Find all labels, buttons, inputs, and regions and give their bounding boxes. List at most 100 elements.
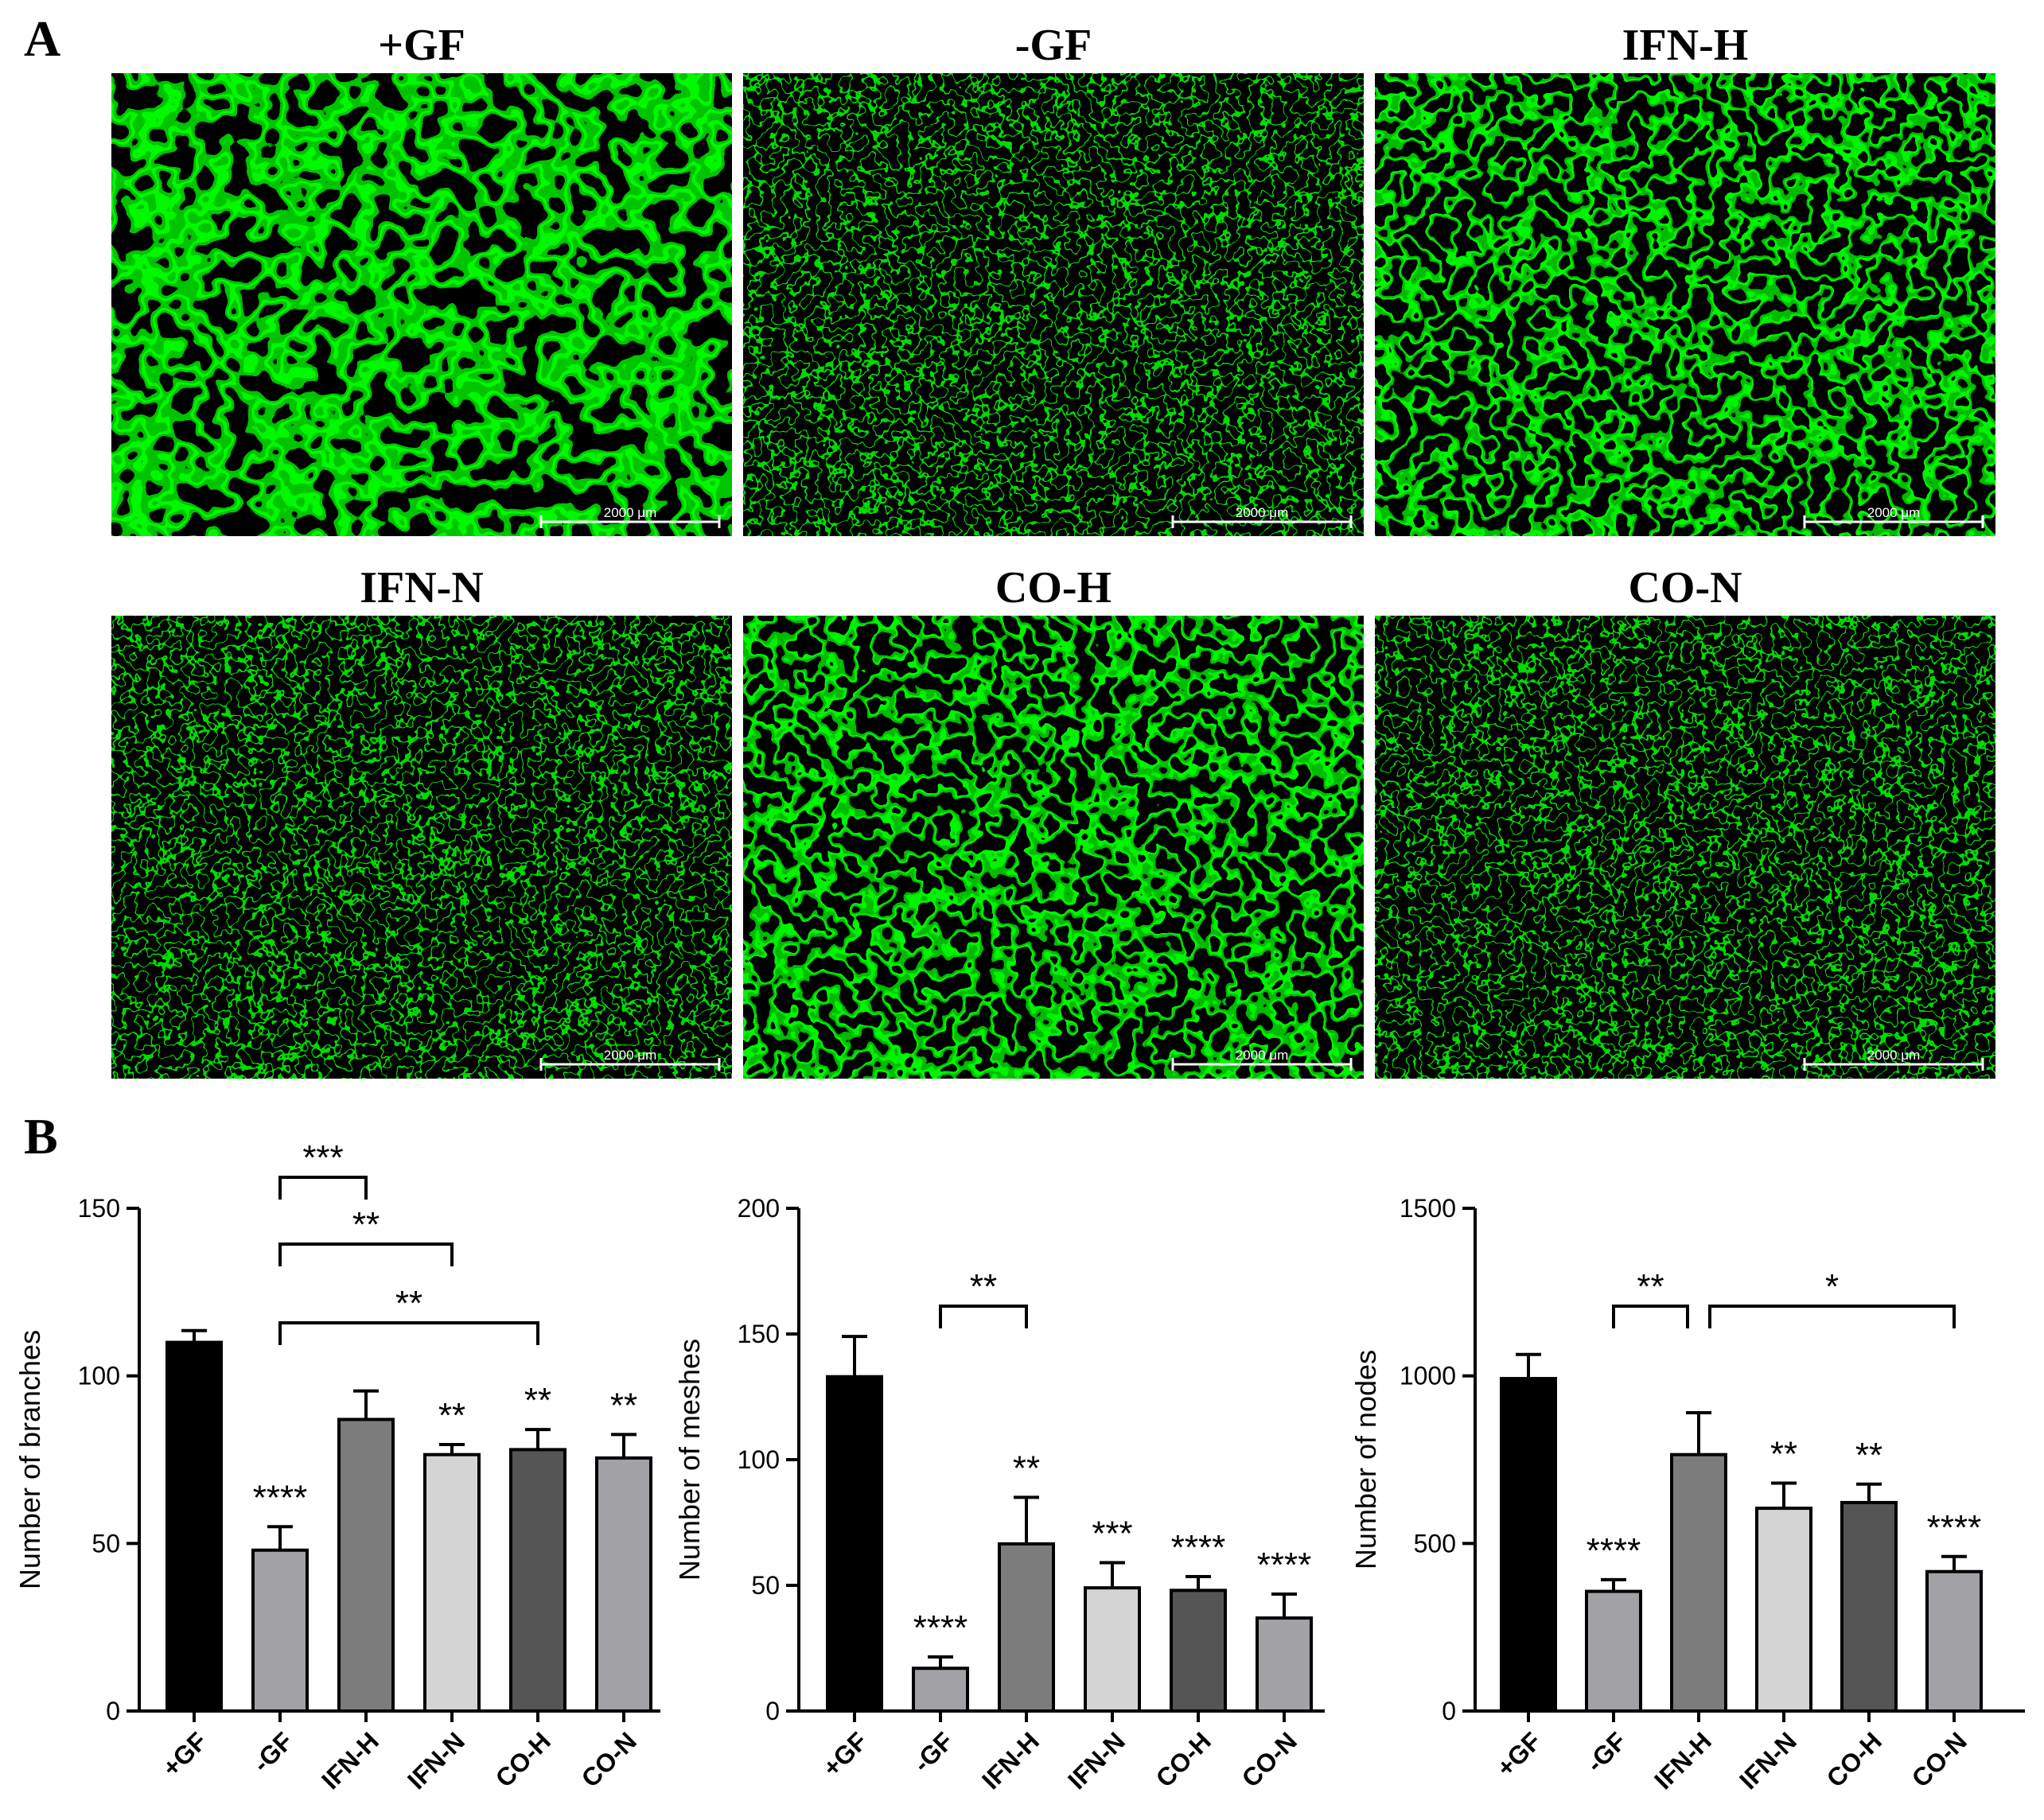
bar bbox=[1084, 1586, 1141, 1713]
micrograph-image bbox=[111, 616, 732, 1079]
x-tick-label: IFN-H bbox=[316, 1726, 384, 1795]
significance-stars: **** bbox=[1927, 1508, 1982, 1547]
significance-stars: ** bbox=[610, 1386, 637, 1425]
bar bbox=[998, 1542, 1055, 1713]
micrograph-panel: CO-N 2000 μm bbox=[1375, 563, 1995, 1079]
micrograph-grid: +GF 2000 μm -GF 2000 μm IFN-H 2000 μm IFN-N 200… bbox=[111, 21, 1995, 1079]
micrograph-title: +GF bbox=[378, 21, 465, 70]
x-tick-label: +GF bbox=[817, 1726, 873, 1782]
significance-stars: **** bbox=[913, 1608, 968, 1647]
scale-bar-label: 2000 μm bbox=[1867, 505, 1921, 520]
bar bbox=[1670, 1452, 1727, 1713]
comparison-stars: ** bbox=[970, 1267, 997, 1306]
significance-stars: ** bbox=[1855, 1436, 1882, 1475]
significance-stars: **** bbox=[1587, 1531, 1641, 1570]
x-tick-label: CO-N bbox=[576, 1726, 642, 1792]
significance-stars: ** bbox=[1013, 1449, 1040, 1488]
scale-bar-label: 2000 μm bbox=[1236, 505, 1289, 520]
bar bbox=[1585, 1589, 1642, 1713]
significance-stars: ** bbox=[524, 1381, 551, 1420]
bar bbox=[595, 1456, 652, 1713]
micrograph-panel: IFN-N 2000 μm bbox=[111, 563, 732, 1079]
micrograph-image bbox=[1375, 73, 1995, 536]
y-tick-label: 150 bbox=[738, 1320, 780, 1348]
x-tick-label: -GF bbox=[1581, 1726, 1632, 1777]
micrograph-title: -GF bbox=[1015, 21, 1092, 70]
comparison-stars: *** bbox=[302, 1138, 343, 1177]
comparison-stars: ** bbox=[395, 1284, 422, 1323]
micrograph-title: CO-H bbox=[995, 563, 1112, 612]
scale-bar-label: 2000 μm bbox=[1867, 1048, 1921, 1063]
x-tick-label: IFN-H bbox=[976, 1726, 1045, 1795]
micrograph-image bbox=[111, 73, 732, 536]
x-tick-label: CO-H bbox=[1150, 1726, 1217, 1792]
x-tick-label: IFN-N bbox=[1062, 1726, 1131, 1795]
micrograph-panel: CO-H 2000 μm bbox=[743, 563, 1364, 1079]
comparison-stars: ** bbox=[352, 1205, 380, 1244]
micrograph-panel: +GF 2000 μm bbox=[111, 21, 732, 536]
comparison-bracket bbox=[939, 1305, 1028, 1328]
bar bbox=[1500, 1377, 1557, 1713]
micrograph-title: CO-N bbox=[1628, 563, 1742, 612]
bar bbox=[509, 1448, 566, 1713]
y-tick-label: 50 bbox=[91, 1529, 120, 1558]
x-tick-label: -GF bbox=[247, 1726, 298, 1777]
micrograph-panel: IFN-H 2000 μm bbox=[1375, 21, 1995, 536]
x-tick-label: IFN-N bbox=[1734, 1726, 1802, 1795]
y-tick-label: 500 bbox=[1414, 1529, 1456, 1558]
y-tick-label: 150 bbox=[78, 1194, 120, 1223]
comparison-bracket bbox=[1708, 1305, 1956, 1328]
comparison-stars: ** bbox=[1637, 1267, 1664, 1306]
scale-bar-label: 2000 μm bbox=[1236, 1048, 1289, 1063]
y-tick-label: 0 bbox=[1442, 1697, 1456, 1725]
x-tick-label: CO-N bbox=[1906, 1726, 1972, 1792]
micrograph-image bbox=[743, 616, 1364, 1079]
micrograph-title: IFN-H bbox=[1622, 21, 1749, 70]
bar bbox=[912, 1666, 969, 1713]
x-tick-label: -GF bbox=[908, 1726, 959, 1777]
bar bbox=[251, 1548, 309, 1713]
y-tick-label: 100 bbox=[738, 1445, 780, 1474]
scale-bar-label: 2000 μm bbox=[604, 1048, 657, 1063]
x-tick-label: CO-N bbox=[1236, 1726, 1302, 1792]
y-tick-label: 1000 bbox=[1400, 1362, 1456, 1390]
bar bbox=[165, 1340, 223, 1713]
bar bbox=[337, 1418, 395, 1713]
micrograph-panel: -GF 2000 μm bbox=[743, 21, 1364, 536]
y-axis-label: Number of nodes bbox=[1349, 1350, 1382, 1569]
y-axis-label: Number of meshes bbox=[673, 1339, 706, 1581]
significance-stars: **** bbox=[1171, 1528, 1226, 1567]
panel-letter-b: B bbox=[24, 1108, 58, 1165]
significance-stars: ** bbox=[1770, 1434, 1797, 1473]
significance-stars: *** bbox=[1092, 1515, 1132, 1554]
y-tick-label: 200 bbox=[738, 1194, 780, 1223]
bar bbox=[1256, 1616, 1313, 1713]
y-tick-label: 0 bbox=[765, 1697, 780, 1725]
significance-stars: ** bbox=[438, 1396, 465, 1435]
bar bbox=[1755, 1507, 1812, 1713]
comparison-bracket bbox=[278, 1176, 368, 1200]
bar bbox=[1170, 1589, 1227, 1713]
x-tick-label: IFN-H bbox=[1649, 1726, 1717, 1795]
y-tick-label: 0 bbox=[106, 1697, 120, 1725]
micrograph-image bbox=[1375, 616, 1995, 1079]
x-tick-label: +GF bbox=[157, 1726, 212, 1782]
scale-bar-label: 2000 μm bbox=[604, 505, 657, 520]
y-tick-label: 100 bbox=[78, 1362, 120, 1390]
panel-letter-a: A bbox=[24, 10, 60, 67]
bar bbox=[826, 1375, 883, 1713]
bar-chart-1: 0 50 100 150 Number of branches +GF -GF ** ** IFN… bbox=[14, 1138, 660, 1795]
y-axis-label: Number of branches bbox=[14, 1330, 46, 1589]
significance-stars: **** bbox=[1257, 1546, 1312, 1585]
bar bbox=[1925, 1569, 1983, 1713]
comparison-bracket bbox=[1612, 1305, 1689, 1328]
bar bbox=[423, 1452, 481, 1713]
bar bbox=[1840, 1500, 1898, 1713]
comparison-stars: * bbox=[1825, 1267, 1839, 1306]
y-tick-label: 1500 bbox=[1400, 1194, 1456, 1223]
y-tick-label: 50 bbox=[751, 1571, 780, 1600]
